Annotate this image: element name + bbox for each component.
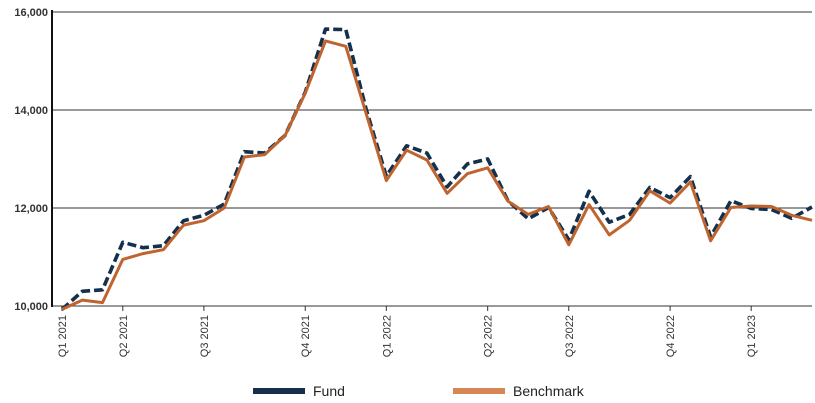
y-tick-label: 14,000: [14, 105, 48, 117]
x-tick-label: Q2 2021: [118, 315, 130, 357]
x-tick-label: Q1 2023: [746, 315, 758, 357]
series-line-fund: [60, 27, 813, 311]
y-axis-ticks: 10,000 12,000 14,000 16,000: [14, 7, 48, 313]
x-tick-label: Q3 2021: [199, 315, 211, 357]
x-tick-label: Q4 2021: [300, 315, 312, 357]
legend-label-benchmark: Benchmark: [513, 383, 584, 399]
series-line-benchmark: [61, 39, 813, 311]
x-tick-label: Q1 2021: [57, 315, 69, 357]
x-tick-label: Q4 2022: [665, 315, 677, 357]
series-lines: [60, 27, 813, 311]
legend-swatch-fund: [253, 388, 305, 394]
y-tick-label: 10,000: [14, 301, 48, 313]
legend-item-fund: Fund: [253, 383, 345, 399]
y-tick-label: 12,000: [14, 203, 48, 215]
x-tick-label: Q2 2022: [483, 315, 495, 357]
x-tick-label: Q3 2022: [564, 315, 576, 357]
x-tick-label: Q1 2022: [381, 315, 393, 357]
y-tick-label: 16,000: [14, 7, 48, 19]
legend-swatch-benchmark: [453, 388, 505, 394]
legend-label-fund: Fund: [313, 383, 345, 399]
legend: Fund Benchmark: [0, 383, 815, 403]
x-axis-ticks: Q1 2021 Q2 2021 Q3 2021 Q4 2021 Q1 2022 Q2 20…: [57, 306, 758, 357]
gridlines: [52, 11, 812, 307]
legend-item-benchmark: Benchmark: [453, 383, 584, 399]
